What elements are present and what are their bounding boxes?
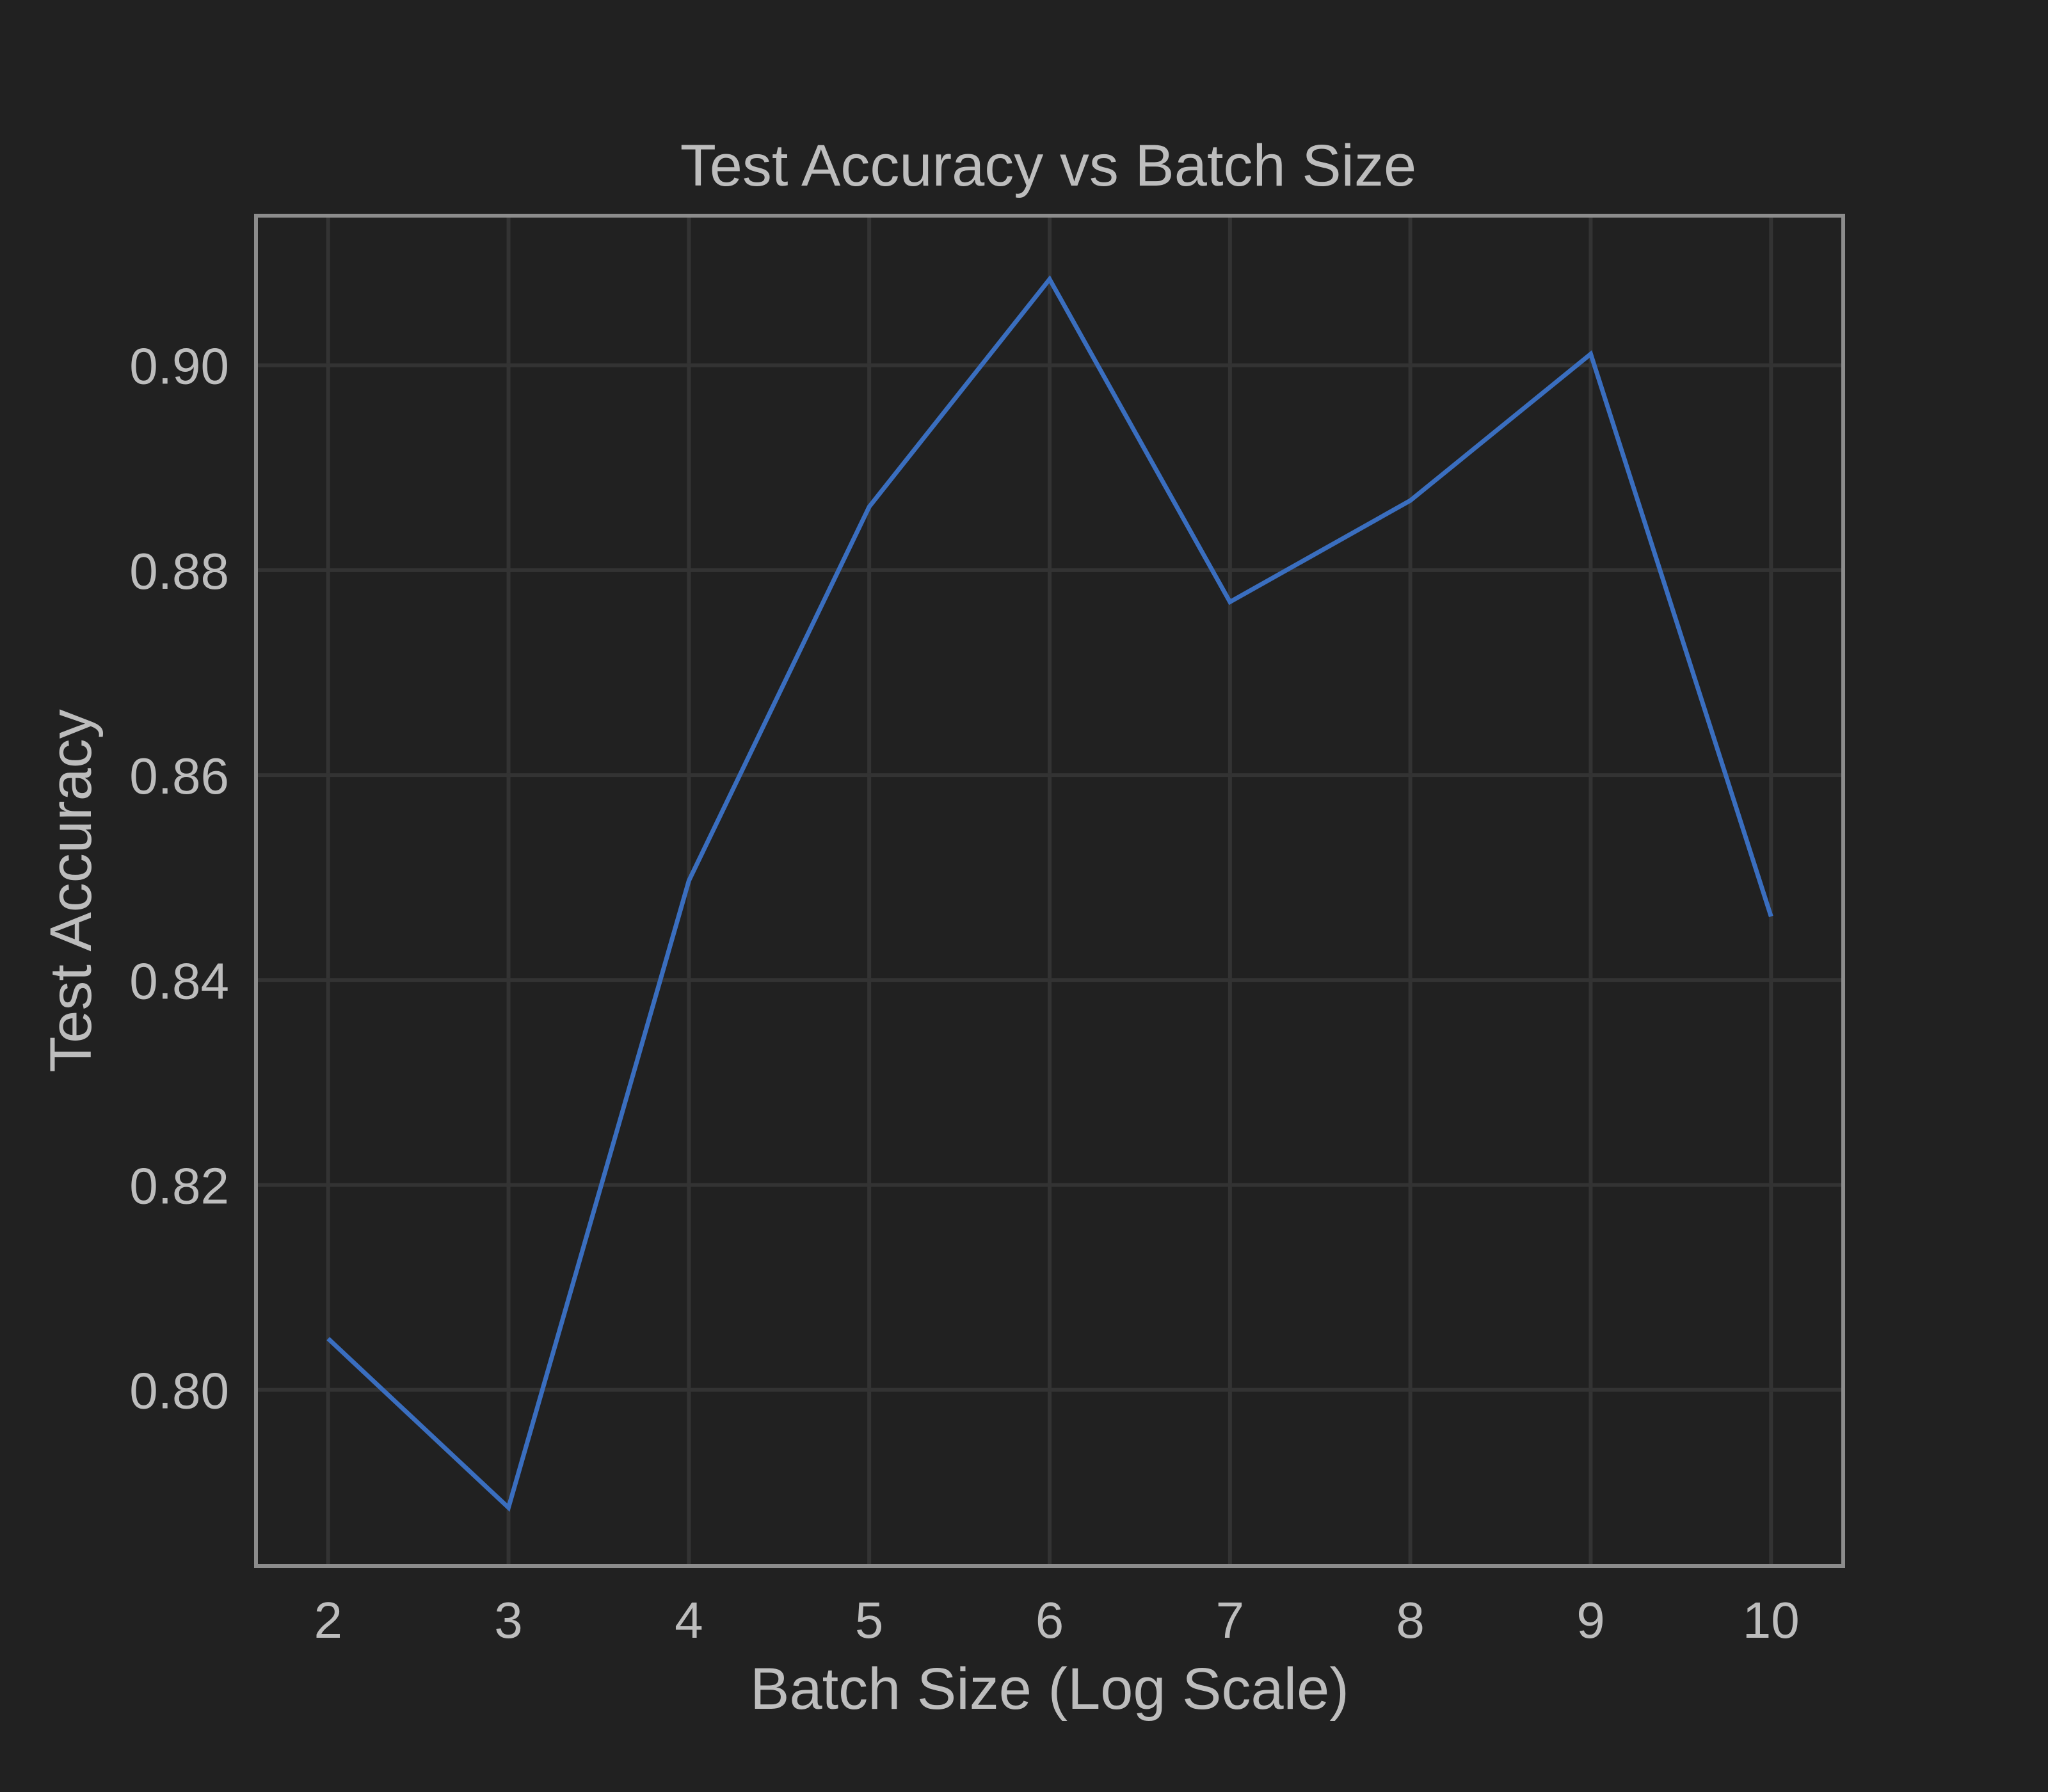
x-tick-label: 9: [1576, 1592, 1605, 1649]
y-tick-label: 0.88: [129, 543, 229, 600]
x-axis-label: Batch Size (Log Scale): [750, 1656, 1349, 1722]
y-axis-label: Test Accuracy: [38, 709, 104, 1073]
y-tick-label: 0.84: [129, 952, 229, 1009]
x-tick-label: 7: [1216, 1592, 1245, 1649]
x-tick-label: 6: [1036, 1592, 1064, 1649]
y-tick-label: 0.90: [129, 338, 229, 395]
x-tick-label: 3: [494, 1592, 523, 1649]
y-tick-label: 0.86: [129, 748, 229, 804]
x-tick-labels: 2 3 4 5 6 7 8 9 10: [314, 1592, 1799, 1649]
x-tick-label: 8: [1396, 1592, 1425, 1649]
x-tick-label: 5: [855, 1592, 884, 1649]
x-tick-label: 4: [675, 1592, 703, 1649]
accuracy-series-line: [326, 275, 1773, 1512]
x-tick-label: 2: [314, 1592, 342, 1649]
plot-area-frame: [254, 214, 1845, 1568]
x-tick-label: 10: [1743, 1592, 1800, 1649]
grid-lines: [256, 216, 1843, 1566]
y-tick-label: 0.80: [129, 1363, 229, 1420]
y-tick-labels: 0.80 0.82 0.84 0.86 0.88 0.90: [129, 338, 229, 1420]
chart-title: Test Accuracy vs Batch Size: [680, 133, 1416, 198]
series-lines: [326, 275, 1773, 1512]
y-tick-label: 0.82: [129, 1157, 229, 1214]
